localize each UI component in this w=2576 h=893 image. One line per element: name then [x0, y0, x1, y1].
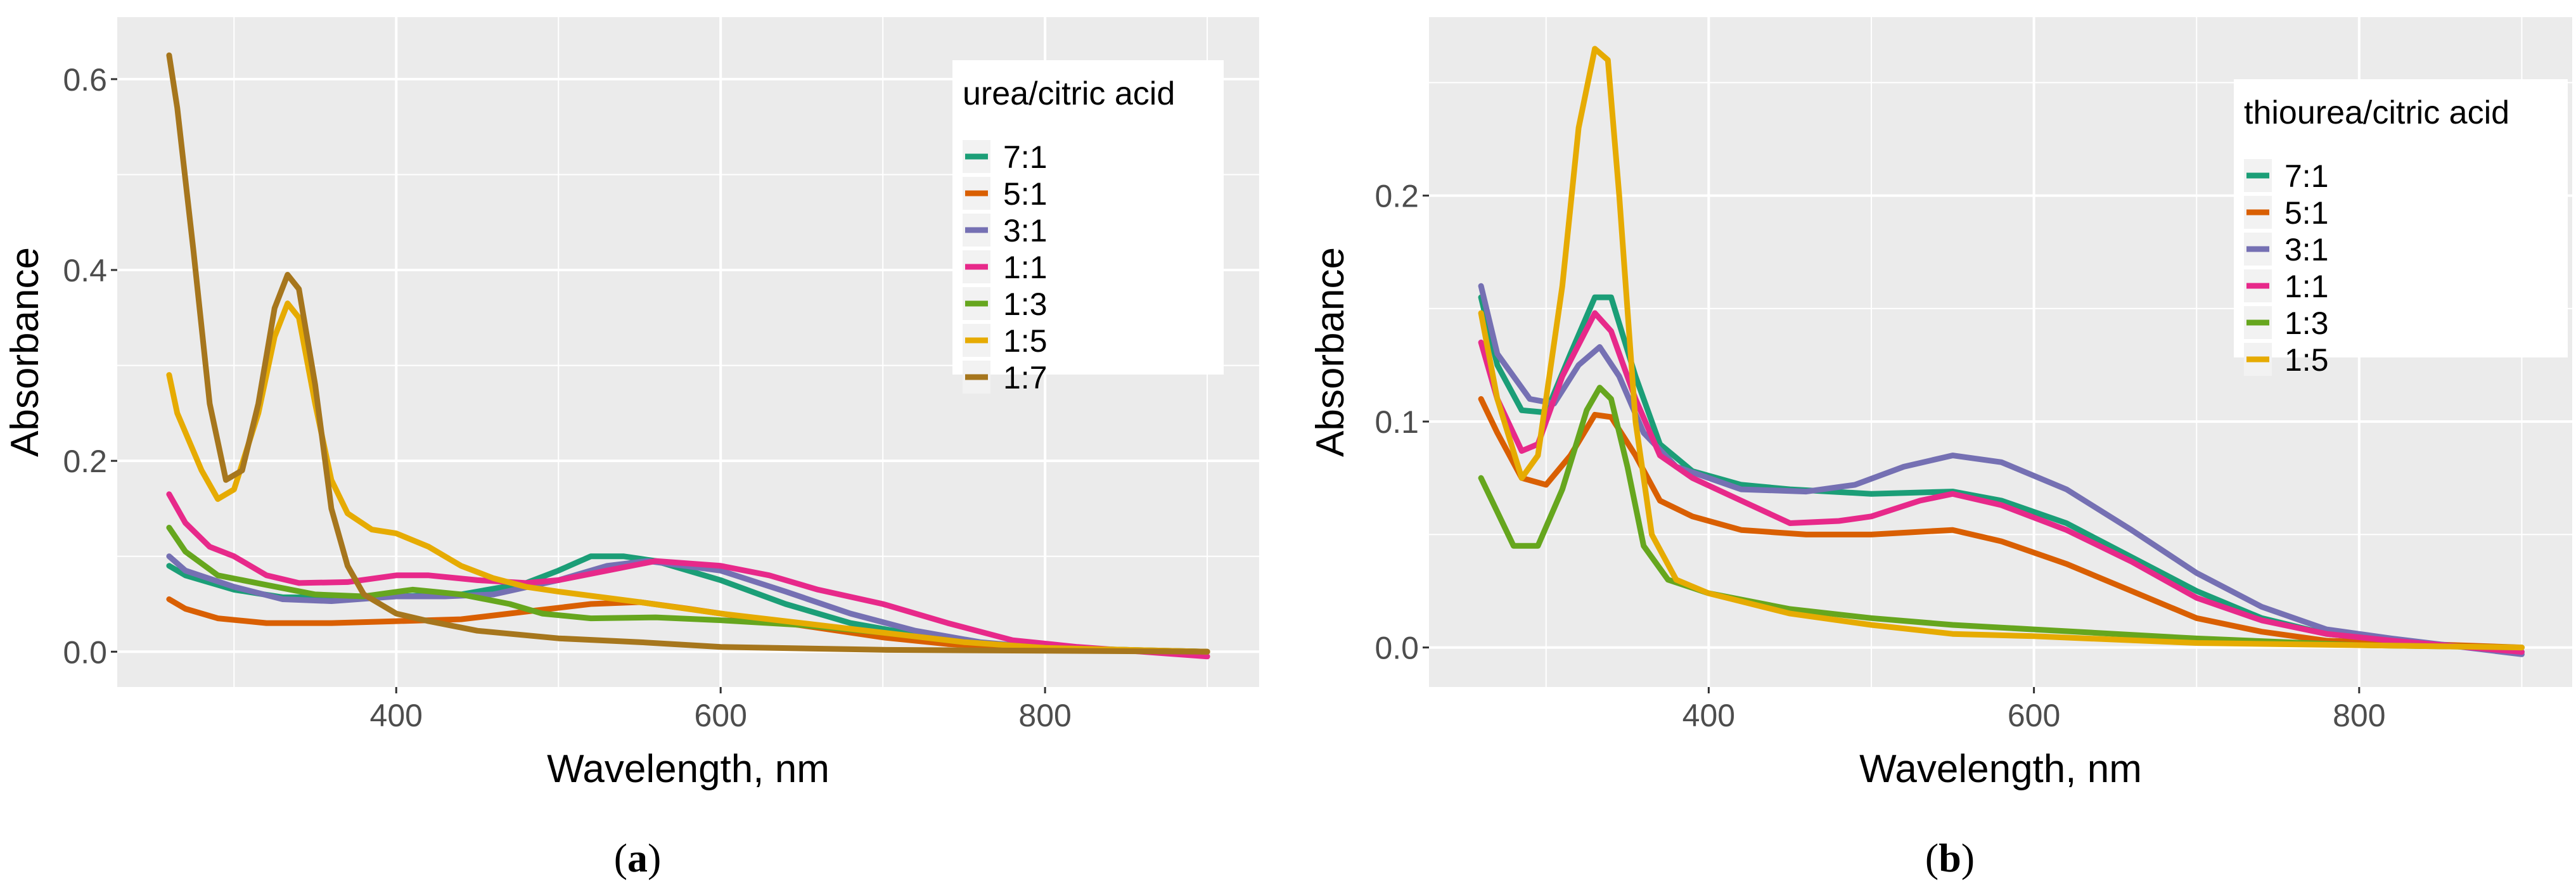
series-line-1-1 [1478, 310, 2525, 655]
legend: thiourea/citric acid 7:15:13:11:11:31:5 [2234, 79, 2568, 378]
series-line-5-1 [166, 596, 1210, 655]
series-line-1-1 [166, 491, 1210, 660]
panel-letter: b [1938, 835, 1961, 880]
x-tick-label: 600 [2008, 698, 2060, 733]
legend: urea/citric acid 7:15:13:11:11:31:51:7 [952, 60, 1224, 395]
legend-title: thiourea/citric acid [2244, 94, 2509, 131]
legend-label: 1:1 [2284, 269, 2329, 304]
x-axis-title: Wavelength, nm [547, 747, 830, 791]
panel-caption: (b) [1925, 835, 1975, 880]
legend-label: 1:1 [1003, 250, 1048, 285]
y-tick-label: 0.2 [1375, 179, 1419, 214]
legend-label: 3:1 [2284, 232, 2329, 267]
legend-label: 7:1 [2284, 158, 2329, 194]
x-tick-label: 400 [370, 698, 423, 733]
series-line-1-5 [166, 300, 1210, 655]
y-tick-label: 0.6 [63, 62, 107, 98]
legend-label: 1:7 [1003, 360, 1048, 395]
series-line-3-1 [1478, 283, 2525, 657]
panel-a: 400 600 800 0.0 0.2 0.4 0.6 Wavelength, nm Absor… [3, 17, 1259, 880]
series-line-1-5 [1478, 46, 2525, 651]
legend-box [2234, 79, 2568, 357]
legend-box [952, 60, 1224, 375]
panel-letter: a [627, 835, 648, 880]
x-tick-label: 800 [2333, 698, 2385, 733]
y-tick-label: 0.1 [1375, 404, 1419, 440]
legend-label: 1:3 [1003, 286, 1048, 322]
legend-label: 1:5 [1003, 323, 1048, 359]
legend-label: 5:1 [2284, 195, 2329, 231]
legend-label: 7:1 [1003, 139, 1048, 175]
y-tick-label: 0.4 [63, 253, 107, 288]
x-axis-title: Wavelength, nm [1859, 747, 2142, 791]
y-axis-title: Absorbance [1309, 247, 1352, 457]
y-tick-label: 0.2 [63, 444, 107, 479]
legend-label: 3:1 [1003, 213, 1048, 248]
x-tick-label: 400 [1682, 698, 1735, 733]
panel-caption: (a) [614, 835, 662, 880]
x-tick-label: 800 [1018, 698, 1071, 733]
series-line-5-1 [1478, 396, 2525, 651]
y-axis-title: Absorbance [3, 247, 47, 457]
x-tick-label: 600 [694, 698, 747, 733]
legend-label: 1:3 [2284, 305, 2329, 341]
panel-b: 400 600 800 0.0 0.1 0.2 Wavelength, nm Absorban… [1309, 17, 2572, 880]
series-line-1-7 [166, 52, 1210, 655]
legend-label: 1:5 [2284, 342, 2329, 378]
y-tick-label: 0.0 [63, 634, 107, 670]
legend-title: urea/citric acid [963, 75, 1175, 112]
series-line-1-3 [1478, 385, 2525, 651]
y-tick-label: 0.0 [1375, 631, 1419, 666]
legend-label: 5:1 [1003, 176, 1048, 212]
